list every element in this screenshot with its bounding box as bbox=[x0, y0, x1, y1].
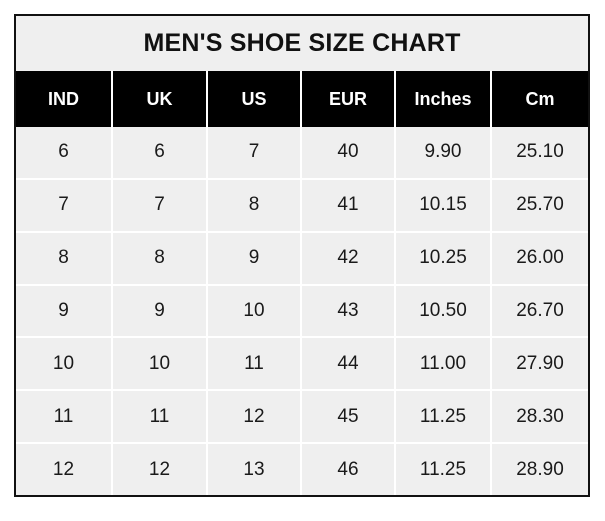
cell-us: 12 bbox=[206, 389, 301, 444]
table-header-row: IND UK US EUR Inches Cm bbox=[16, 71, 588, 127]
table-row: 7 7 8 41 10.15 25.70 bbox=[16, 177, 588, 232]
cell-cm: 28.90 bbox=[490, 442, 588, 495]
cell-eur: 43 bbox=[300, 283, 395, 338]
cell-us: 8 bbox=[206, 177, 301, 232]
cell-inches: 10.15 bbox=[394, 177, 491, 232]
cell-cm: 26.00 bbox=[490, 230, 588, 285]
cell-inches: 11.25 bbox=[394, 442, 491, 495]
table-row: 8 8 9 42 10.25 26.00 bbox=[16, 230, 588, 285]
cell-ind: 12 bbox=[16, 442, 112, 495]
chart-title-band: MEN'S SHOE SIZE CHART bbox=[16, 16, 588, 71]
page-title: MEN'S SHOE SIZE CHART bbox=[143, 29, 461, 57]
cell-cm: 25.10 bbox=[490, 127, 588, 179]
table-row: 10 10 11 44 11.00 27.90 bbox=[16, 336, 588, 391]
cell-eur: 40 bbox=[300, 127, 395, 179]
table-body: 6 6 7 40 9.90 25.10 7 7 8 41 10.15 25.70… bbox=[16, 127, 588, 495]
cell-cm: 26.70 bbox=[490, 283, 588, 338]
cell-ind: 8 bbox=[16, 230, 112, 285]
column-header-inches: Inches bbox=[394, 71, 491, 127]
table-row: 6 6 7 40 9.90 25.10 bbox=[16, 127, 588, 179]
cell-us: 9 bbox=[206, 230, 301, 285]
cell-uk: 11 bbox=[111, 389, 207, 444]
column-header-eur: EUR bbox=[300, 71, 395, 127]
cell-ind: 6 bbox=[16, 127, 112, 179]
table-row: 9 9 10 43 10.50 26.70 bbox=[16, 283, 588, 338]
cell-eur: 46 bbox=[300, 442, 395, 495]
cell-eur: 42 bbox=[300, 230, 395, 285]
cell-ind: 9 bbox=[16, 283, 112, 338]
cell-inches: 11.00 bbox=[394, 336, 491, 391]
cell-cm: 25.70 bbox=[490, 177, 588, 232]
cell-uk: 9 bbox=[111, 283, 207, 338]
cell-us: 13 bbox=[206, 442, 301, 495]
cell-inches: 9.90 bbox=[394, 127, 491, 179]
table-header: IND UK US EUR Inches Cm bbox=[16, 71, 588, 127]
cell-cm: 27.90 bbox=[490, 336, 588, 391]
cell-uk: 8 bbox=[111, 230, 207, 285]
cell-uk: 6 bbox=[111, 127, 207, 179]
cell-eur: 45 bbox=[300, 389, 395, 444]
cell-inches: 10.25 bbox=[394, 230, 491, 285]
cell-us: 11 bbox=[206, 336, 301, 391]
size-chart-frame: MEN'S SHOE SIZE CHART IND UK US EUR Inch… bbox=[14, 14, 590, 497]
cell-uk: 10 bbox=[111, 336, 207, 391]
table-row: 12 12 13 46 11.25 28.90 bbox=[16, 442, 588, 495]
cell-eur: 44 bbox=[300, 336, 395, 391]
cell-ind: 10 bbox=[16, 336, 112, 391]
cell-ind: 11 bbox=[16, 389, 112, 444]
cell-uk: 12 bbox=[111, 442, 207, 495]
cell-cm: 28.30 bbox=[490, 389, 588, 444]
column-header-ind: IND bbox=[16, 71, 112, 127]
cell-eur: 41 bbox=[300, 177, 395, 232]
table-row: 11 11 12 45 11.25 28.30 bbox=[16, 389, 588, 444]
column-header-uk: UK bbox=[111, 71, 207, 127]
column-header-us: US bbox=[206, 71, 301, 127]
cell-us: 10 bbox=[206, 283, 301, 338]
cell-us: 7 bbox=[206, 127, 301, 179]
cell-inches: 11.25 bbox=[394, 389, 491, 444]
cell-inches: 10.50 bbox=[394, 283, 491, 338]
column-header-cm: Cm bbox=[490, 71, 588, 127]
shoe-size-table: IND UK US EUR Inches Cm 6 6 7 40 9.90 25… bbox=[16, 71, 588, 495]
cell-uk: 7 bbox=[111, 177, 207, 232]
cell-ind: 7 bbox=[16, 177, 112, 232]
